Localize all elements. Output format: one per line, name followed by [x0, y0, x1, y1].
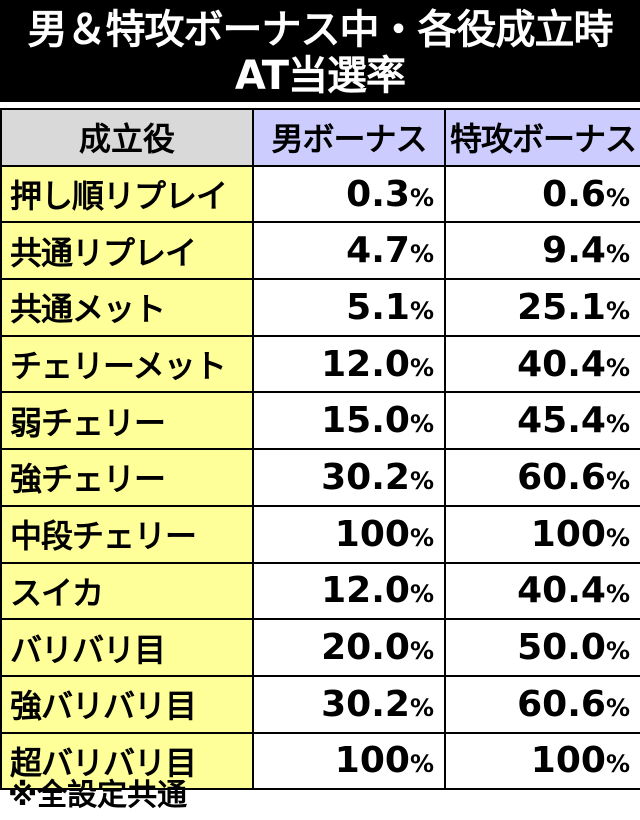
percent-unit: % — [409, 353, 434, 382]
percent-unit: % — [605, 183, 630, 212]
otoko-rate-cell: 15.0% — [252, 391, 446, 451]
otoko-rate-cell: 20.0% — [252, 618, 446, 677]
tokko-rate-value: 9.4 — [542, 230, 606, 272]
otoko-rate-value: 20.0 — [321, 627, 410, 669]
tokko-rate-value: 60.6 — [517, 683, 606, 725]
otoko-rate-cell: 30.2% — [252, 674, 446, 734]
otoko-rate-value: 12.0 — [321, 343, 410, 385]
percent-unit: % — [605, 466, 630, 495]
table-row: 中段チェリー 100% 100% — [0, 504, 640, 564]
otoko-rate-value: 5.1 — [346, 286, 410, 328]
role-name-cell: 弱チェリー — [0, 391, 254, 451]
percent-unit: % — [605, 240, 630, 269]
role-name-cell: 超バリバリ目 — [0, 731, 254, 791]
tokko-rate-value: 100 — [530, 513, 606, 555]
percent-unit: % — [409, 580, 434, 609]
page-subtitle: AT当選率 — [234, 53, 406, 99]
percent-unit: % — [605, 693, 630, 722]
table-row: 超バリバリ目 100% 100% — [0, 731, 640, 791]
otoko-rate-value: 30.2 — [321, 683, 410, 725]
tokko-rate-value: 0.6 — [542, 173, 606, 215]
table-row: 押し順リプレイ 0.3% 0.6% — [0, 164, 640, 224]
role-name-cell: 中段チェリー — [0, 504, 254, 564]
title-banner: 男＆特攻ボーナス中・各役成立時 AT当選率 — [0, 0, 640, 102]
otoko-rate-cell: 5.1% — [252, 278, 446, 337]
tokko-rate-value: 45.4 — [517, 400, 606, 442]
at-rate-table: 成立役 男ボーナス 特攻ボーナス 押し順リプレイ 0.3% 0.6% 共通リプレイ 4.… — [0, 108, 640, 791]
percent-unit: % — [409, 693, 434, 722]
role-name-cell: 共通リプレイ — [0, 221, 254, 281]
role-name-cell: 強チェリー — [0, 448, 254, 507]
role-name-cell: バリバリ目 — [0, 618, 254, 677]
otoko-rate-cell: 100% — [252, 731, 446, 791]
table-row: スイカ 12.0% 40.4% — [0, 561, 640, 621]
otoko-rate-cell: 12.0% — [252, 561, 446, 621]
percent-unit: % — [409, 466, 434, 495]
percent-unit: % — [409, 296, 434, 325]
role-name-cell: チェリーメット — [0, 334, 254, 394]
percent-unit: % — [605, 523, 630, 552]
otoko-rate-value: 12.0 — [321, 570, 410, 612]
header-role: 成立役 — [0, 108, 254, 167]
percent-unit: % — [605, 750, 630, 779]
percent-unit: % — [605, 580, 630, 609]
otoko-rate-cell: 30.2% — [252, 448, 446, 507]
tokko-rate-cell: 45.4% — [444, 391, 640, 451]
footnote: ※全設定共通 — [8, 778, 188, 813]
otoko-rate-cell: 12.0% — [252, 334, 446, 394]
percent-unit: % — [409, 183, 434, 212]
percent-unit: % — [605, 410, 630, 439]
percent-unit: % — [605, 637, 630, 666]
otoko-rate-cell: 0.3% — [252, 164, 446, 224]
percent-unit: % — [605, 353, 630, 382]
table-row: 共通メット 5.1% 25.1% — [0, 278, 640, 337]
tokko-rate-cell: 60.6% — [444, 674, 640, 734]
percent-unit: % — [605, 296, 630, 325]
role-name-cell: 押し順リプレイ — [0, 164, 254, 224]
percent-unit: % — [409, 637, 434, 666]
percent-unit: % — [409, 523, 434, 552]
tokko-rate-value: 40.4 — [517, 570, 606, 612]
header-otoko-bonus: 男ボーナス — [252, 108, 446, 167]
otoko-rate-value: 100 — [334, 740, 410, 782]
table-row: 共通リプレイ 4.7% 9.4% — [0, 221, 640, 281]
header-tokko-bonus: 特攻ボーナス — [444, 108, 640, 167]
table-row: 強バリバリ目 30.2% 60.6% — [0, 674, 640, 734]
percent-unit: % — [409, 750, 434, 779]
otoko-rate-value: 15.0 — [321, 400, 410, 442]
otoko-rate-value: 0.3 — [346, 173, 410, 215]
otoko-rate-cell: 4.7% — [252, 221, 446, 281]
tokko-rate-cell: 9.4% — [444, 221, 640, 281]
otoko-rate-value: 100 — [334, 513, 410, 555]
otoko-rate-value: 4.7 — [346, 230, 410, 272]
table-row: チェリーメット 12.0% 40.4% — [0, 334, 640, 394]
tokko-rate-cell: 60.6% — [444, 448, 640, 507]
table-row: バリバリ目 20.0% 50.0% — [0, 618, 640, 677]
tokko-rate-cell: 25.1% — [444, 278, 640, 337]
tokko-rate-cell: 100% — [444, 504, 640, 564]
tokko-rate-value: 50.0 — [517, 627, 606, 669]
table-row: 強チェリー 30.2% 60.6% — [0, 448, 640, 507]
page-title: 男＆特攻ボーナス中・各役成立時 — [27, 7, 614, 53]
tokko-rate-value: 60.6 — [517, 456, 606, 498]
tokko-rate-value: 100 — [530, 740, 606, 782]
role-name-cell: 共通メット — [0, 278, 254, 337]
tokko-rate-value: 25.1 — [517, 286, 606, 328]
tokko-rate-cell: 40.4% — [444, 334, 640, 394]
otoko-rate-value: 30.2 — [321, 456, 410, 498]
table-row: 弱チェリー 15.0% 45.4% — [0, 391, 640, 451]
role-name-cell: スイカ — [0, 561, 254, 621]
tokko-rate-cell: 40.4% — [444, 561, 640, 621]
tokko-rate-cell: 100% — [444, 731, 640, 791]
percent-unit: % — [409, 410, 434, 439]
percent-unit: % — [409, 240, 434, 269]
tokko-rate-value: 40.4 — [517, 343, 606, 385]
role-name-cell: 強バリバリ目 — [0, 674, 254, 734]
tokko-rate-cell: 0.6% — [444, 164, 640, 224]
table-header-row: 成立役 男ボーナス 特攻ボーナス — [0, 108, 640, 167]
tokko-rate-cell: 50.0% — [444, 618, 640, 677]
otoko-rate-cell: 100% — [252, 504, 446, 564]
